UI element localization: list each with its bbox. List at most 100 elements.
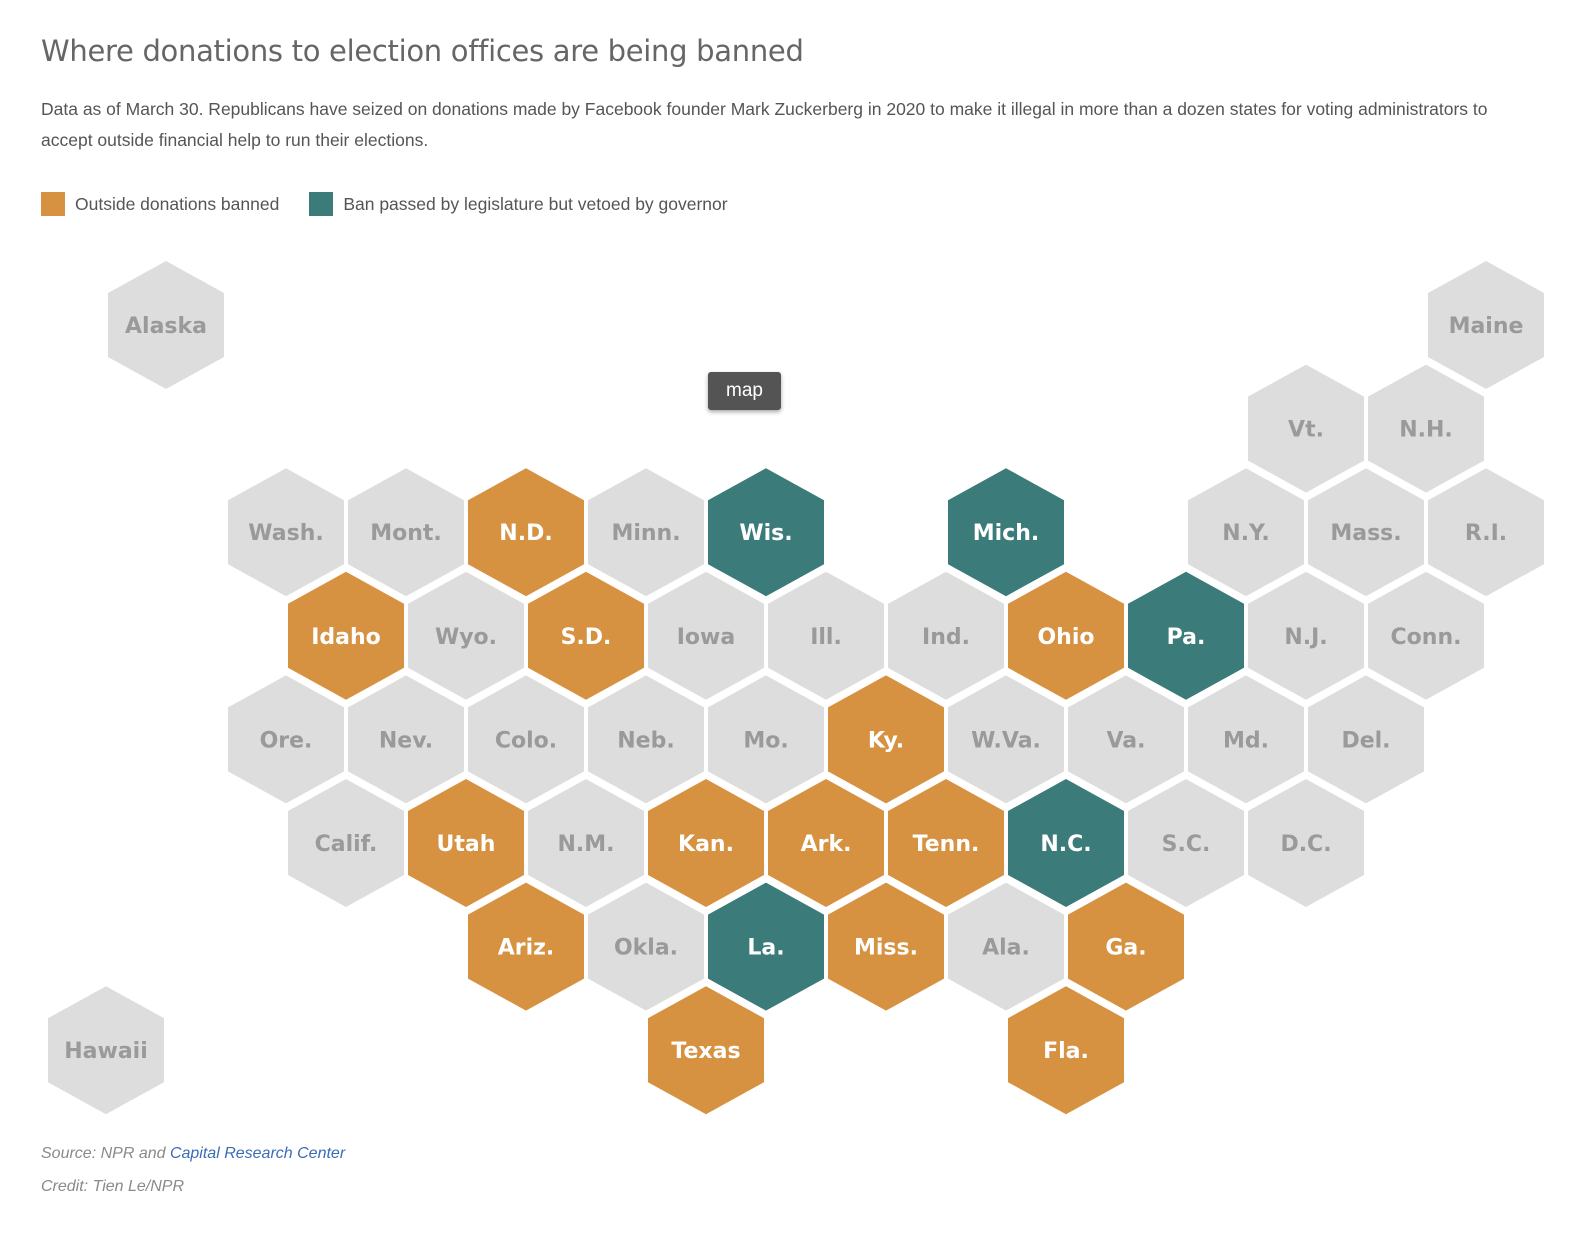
state-hex-utah[interactable]: Utah: [408, 779, 524, 907]
state-label: Okla.: [614, 936, 678, 961]
state-label: Pa.: [1167, 625, 1206, 650]
state-hex-vt[interactable]: Vt.: [1248, 364, 1364, 493]
state-hex-okla[interactable]: Okla.: [588, 882, 704, 1011]
state-hex-mass[interactable]: Mass.: [1308, 468, 1424, 597]
state-label: Ohio: [1037, 625, 1094, 650]
state-hex-alaska[interactable]: Alaska: [108, 261, 224, 389]
state-hex-texas[interactable]: Texas: [648, 986, 764, 1115]
state-hex-shape: [48, 986, 164, 1115]
state-hex-iowa[interactable]: Iowa: [648, 571, 764, 700]
state-hex-ohio[interactable]: Ohio: [1008, 571, 1124, 700]
state-hex-s-c[interactable]: S.C.: [1128, 779, 1244, 907]
state-hex-maine[interactable]: Maine: [1428, 261, 1544, 389]
state-hex-tenn[interactable]: Tenn.: [888, 779, 1004, 907]
state-hex-shape: [1188, 675, 1304, 804]
state-label: Mass.: [1330, 521, 1401, 546]
state-hex-neb[interactable]: Neb.: [588, 675, 704, 804]
state-hex-n-m[interactable]: N.M.: [528, 779, 644, 907]
state-hex-ore[interactable]: Ore.: [228, 675, 344, 804]
source-link[interactable]: Capital Research Center: [169, 1145, 346, 1162]
state-hex-shape: [888, 571, 1004, 700]
state-hex-wis[interactable]: Wis.: [708, 468, 824, 597]
state-hex-colo[interactable]: Colo.: [468, 675, 584, 804]
state-hex-shape: [648, 986, 764, 1115]
state-hex-ga[interactable]: Ga.: [1068, 882, 1184, 1011]
state-hex-ky[interactable]: Ky.: [828, 675, 944, 804]
state-label: W.Va.: [971, 728, 1041, 753]
state-hex-conn[interactable]: Conn.: [1368, 571, 1484, 700]
state-hex-n-d[interactable]: N.D.: [468, 468, 584, 597]
state-label: D.C.: [1280, 832, 1331, 857]
state-hex-minn[interactable]: Minn.: [588, 468, 704, 597]
legend-label-banned: Outside donations banned: [75, 193, 280, 214]
state-hex-shape: [348, 468, 464, 597]
state-hex-del[interactable]: Del.: [1308, 675, 1424, 804]
state-hex-pa[interactable]: Pa.: [1128, 571, 1244, 700]
state-label: Md.: [1223, 728, 1269, 753]
state-hex-shape: [1128, 779, 1244, 907]
state-hex-n-h[interactable]: N.H.: [1368, 364, 1484, 493]
state-hex-hawaii[interactable]: Hawaii: [48, 986, 164, 1115]
state-hex-r-i[interactable]: R.I.: [1428, 468, 1544, 597]
state-hex-shape: [528, 779, 644, 907]
state-hex-calif[interactable]: Calif.: [288, 779, 404, 907]
state-hex-ala[interactable]: Ala.: [948, 882, 1064, 1011]
state-hex-ark[interactable]: Ark.: [768, 779, 884, 907]
state-label: S.D.: [561, 625, 612, 650]
state-label: Colo.: [495, 728, 557, 753]
state-label: N.C.: [1040, 832, 1091, 857]
state-hex-n-y[interactable]: N.Y.: [1188, 468, 1304, 597]
state-hex-kan[interactable]: Kan.: [648, 779, 764, 907]
state-hex-n-j[interactable]: N.J.: [1248, 571, 1364, 700]
state-hex-fla[interactable]: Fla.: [1008, 986, 1124, 1115]
state-label: La.: [747, 936, 784, 961]
state-hex-miss[interactable]: Miss.: [828, 882, 944, 1011]
state-hex-s-d[interactable]: S.D.: [528, 571, 644, 700]
state-label: Mich.: [973, 521, 1040, 546]
state-hex-shape: [348, 675, 464, 804]
legend: Outside donations banned Ban passed by l…: [41, 192, 758, 216]
state-hex-ill[interactable]: Ill.: [768, 571, 884, 700]
state-hex-shape: [1008, 571, 1124, 700]
state-hex-shape: [768, 779, 884, 907]
state-hex-wyo[interactable]: Wyo.: [408, 571, 524, 700]
legend-label-vetoed: Ban passed by legislature but vetoed by …: [343, 193, 728, 214]
state-hex-ariz[interactable]: Ariz.: [468, 882, 584, 1011]
state-hex-mich[interactable]: Mich.: [948, 468, 1064, 597]
state-hex-shape: [228, 468, 344, 597]
state-hex-shape: [468, 882, 584, 1011]
state-hex-shape: [1248, 571, 1364, 700]
state-hex-ind[interactable]: Ind.: [888, 571, 1004, 700]
state-label: Wyo.: [435, 625, 497, 650]
state-label: Ala.: [982, 936, 1030, 961]
state-label: Alaska: [125, 314, 207, 339]
state-hex-w-va[interactable]: W.Va.: [948, 675, 1064, 804]
state-label: Ore.: [260, 728, 313, 753]
state-hex-shape: [1248, 364, 1364, 493]
state-hex-shape: [1368, 571, 1484, 700]
state-hex-shape: [948, 675, 1064, 804]
state-label: Ark.: [801, 832, 852, 857]
state-hex-shape: [408, 779, 524, 907]
state-hex-idaho[interactable]: Idaho: [288, 571, 404, 700]
state-label: Wash.: [248, 521, 323, 546]
state-hex-nev[interactable]: Nev.: [348, 675, 464, 804]
state-hex-shape: [768, 571, 884, 700]
state-label: Utah: [437, 832, 496, 857]
state-label: Texas: [671, 1039, 740, 1064]
state-hex-shape: [1428, 261, 1544, 389]
state-label: Iowa: [677, 625, 735, 650]
state-hex-n-c[interactable]: N.C.: [1008, 779, 1124, 907]
state-label: Mo.: [743, 728, 788, 753]
state-hex-wash[interactable]: Wash.: [228, 468, 344, 597]
chart-subtitle: Data as of March 30. Republicans have se…: [41, 99, 1488, 150]
state-hex-d-c[interactable]: D.C.: [1248, 779, 1364, 907]
state-label: N.H.: [1399, 418, 1453, 443]
state-hex-la[interactable]: La.: [708, 882, 824, 1011]
state-hex-va[interactable]: Va.: [1068, 675, 1184, 804]
state-hex-mo[interactable]: Mo.: [708, 675, 824, 804]
state-label: Ariz.: [498, 936, 555, 961]
state-hex-mont[interactable]: Mont.: [348, 468, 464, 597]
state-hex-md[interactable]: Md.: [1188, 675, 1304, 804]
state-hex-shape: [1068, 882, 1184, 1011]
